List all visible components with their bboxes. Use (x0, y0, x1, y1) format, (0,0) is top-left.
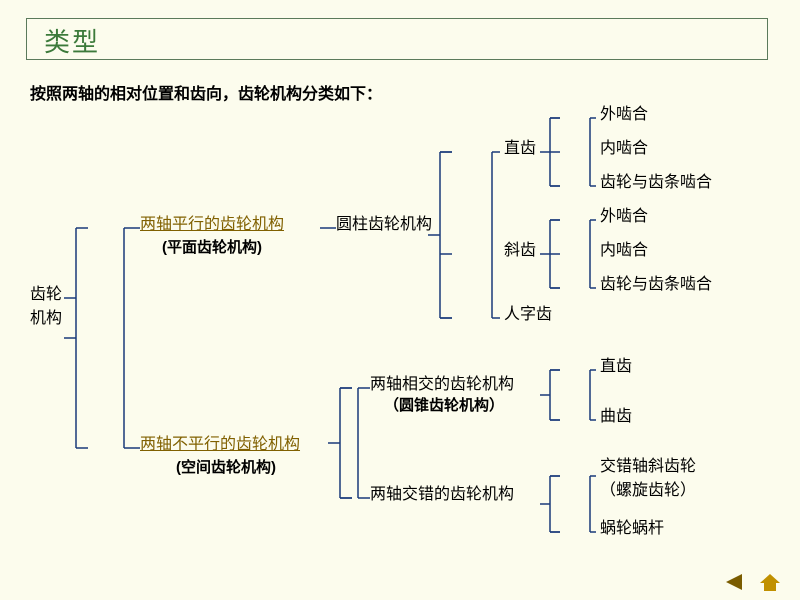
node-b2-0: 两轴相交的齿轮机构 (370, 370, 514, 394)
node-cylindrical: 圆柱齿轮机构 (336, 210, 432, 234)
sub-b2-0: （圆锥齿轮机构） (384, 394, 504, 415)
link-parallel-gear[interactable]: 两轴平行的齿轮机构 (140, 210, 284, 234)
leaf-b2-1-1: 蜗轮蜗杆 (600, 514, 664, 538)
node-b1-1: 斜齿 (504, 236, 536, 260)
leaf-b2-0-0: 直齿 (600, 352, 632, 376)
leaf-b2-1-0: 交错轴斜齿轮（螺旋齿轮） (600, 452, 696, 500)
title-frame (26, 18, 768, 60)
sub-planar: (平面齿轮机构) (162, 236, 262, 257)
sub-spatial: (空间齿轮机构) (176, 456, 276, 477)
page-subtitle: 按照两轴的相对位置和齿向，齿轮机构分类如下： (30, 80, 382, 104)
nav-controls (722, 572, 782, 592)
leaf-b1-1-0: 外啮合 (600, 202, 648, 226)
node-b1-0: 直齿 (504, 134, 536, 158)
prev-arrow-icon[interactable] (722, 572, 746, 592)
node-b1-2: 人字齿 (504, 300, 552, 324)
root-node: 齿轮机构 (30, 280, 62, 328)
node-b2-1: 两轴交错的齿轮机构 (370, 480, 514, 504)
link-nonparallel-gear[interactable]: 两轴不平行的齿轮机构 (140, 430, 300, 454)
leaf-b2-0-1: 曲齿 (600, 402, 632, 426)
leaf-b1-0-2: 齿轮与齿条啮合 (600, 168, 712, 192)
page-title: 类型 (44, 22, 100, 59)
leaf-b1-0-1: 内啮合 (600, 134, 648, 158)
leaf-b1-0-0: 外啮合 (600, 100, 648, 124)
leaf-b1-1-1: 内啮合 (600, 236, 648, 260)
home-icon[interactable] (758, 572, 782, 592)
leaf-b1-1-2: 齿轮与齿条啮合 (600, 270, 712, 294)
